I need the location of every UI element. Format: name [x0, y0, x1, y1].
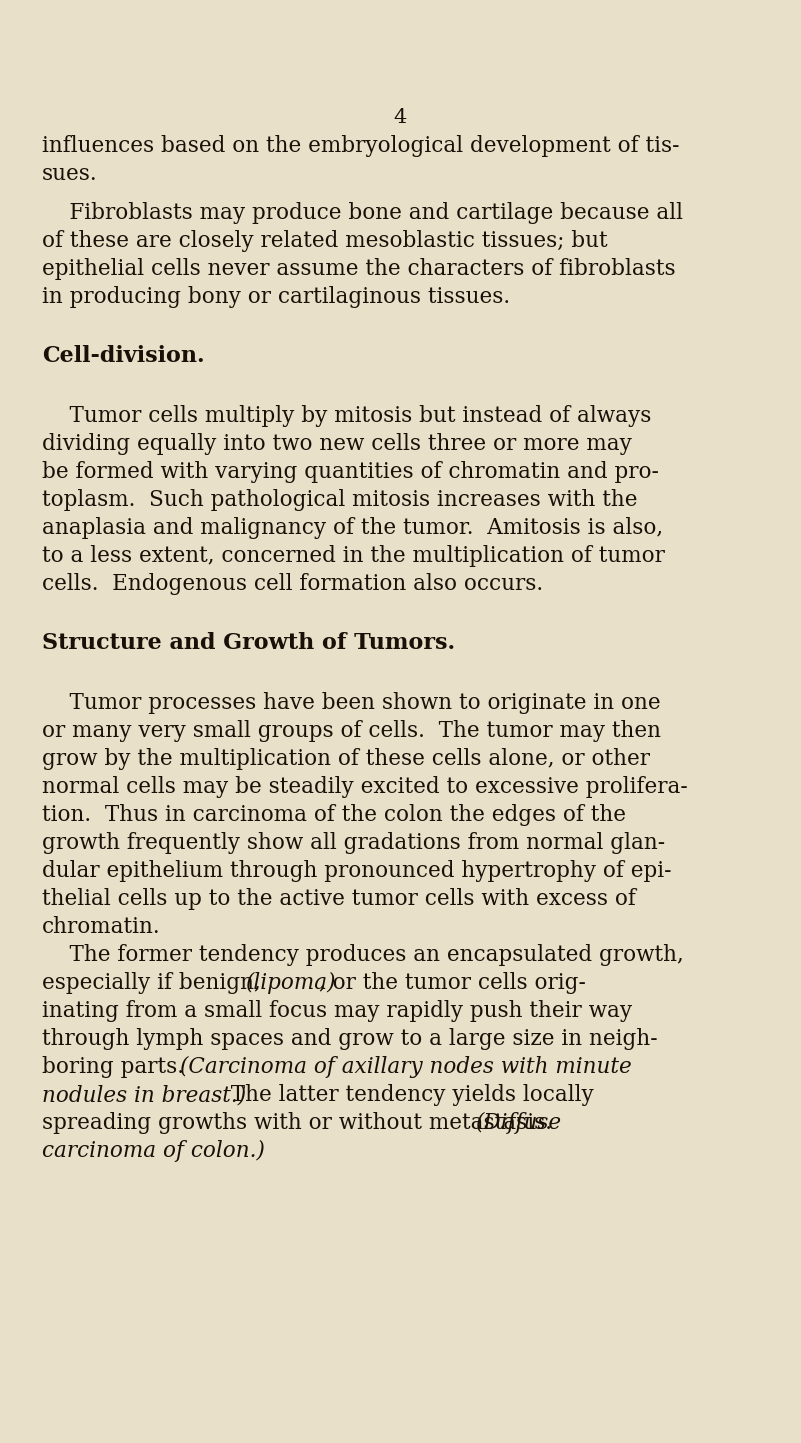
Text: (Diffuse: (Diffuse: [476, 1113, 562, 1134]
Text: spreading growths with or without metastasis.: spreading growths with or without metast…: [42, 1113, 566, 1134]
Text: growth frequently show all gradations from normal glan-: growth frequently show all gradations fr…: [42, 833, 665, 854]
Text: Structure and Growth of Tumors.: Structure and Growth of Tumors.: [42, 632, 455, 654]
Text: inating from a small focus may rapidly push their way: inating from a small focus may rapidly p…: [42, 1000, 632, 1022]
Text: through lymph spaces and grow to a large size in neigh-: through lymph spaces and grow to a large…: [42, 1029, 658, 1051]
Text: Cell-division.: Cell-division.: [42, 345, 204, 367]
Text: , or the tumor cells orig-: , or the tumor cells orig-: [319, 973, 586, 994]
Text: of these are closely related mesoblastic tissues; but: of these are closely related mesoblastic…: [42, 231, 608, 253]
Text: The latter tendency yields locally: The latter tendency yields locally: [217, 1084, 594, 1107]
Text: carcinoma of colon.): carcinoma of colon.): [42, 1140, 265, 1162]
Text: anaplasia and malignancy of the tumor.  Amitosis is also,: anaplasia and malignancy of the tumor. A…: [42, 517, 663, 540]
Text: (lipoma): (lipoma): [245, 973, 336, 994]
Text: or many very small groups of cells.  The tumor may then: or many very small groups of cells. The …: [42, 720, 661, 742]
Text: 4: 4: [393, 108, 407, 127]
Text: nodules in breast.): nodules in breast.): [42, 1084, 246, 1107]
Text: tion.  Thus in carcinoma of the colon the edges of the: tion. Thus in carcinoma of the colon the…: [42, 804, 626, 827]
Text: be formed with varying quantities of chromatin and pro-: be formed with varying quantities of chr…: [42, 462, 659, 483]
Text: Fibroblasts may produce bone and cartilage because all: Fibroblasts may produce bone and cartila…: [42, 202, 683, 224]
Text: influences based on the embryological development of tis-: influences based on the embryological de…: [42, 136, 679, 157]
Text: toplasm.  Such pathological mitosis increases with the: toplasm. Such pathological mitosis incre…: [42, 489, 638, 511]
Text: in producing bony or cartilaginous tissues.: in producing bony or cartilaginous tissu…: [42, 286, 510, 309]
Text: sues.: sues.: [42, 163, 98, 185]
Text: dular epithelium through pronounced hypertrophy of epi-: dular epithelium through pronounced hype…: [42, 860, 671, 882]
Text: thelial cells up to the active tumor cells with excess of: thelial cells up to the active tumor cel…: [42, 889, 636, 911]
Text: Tumor processes have been shown to originate in one: Tumor processes have been shown to origi…: [42, 693, 661, 714]
Text: especially if benign,: especially if benign,: [42, 973, 268, 994]
Text: (Carcinoma of axillary nodes with minute: (Carcinoma of axillary nodes with minute: [180, 1056, 632, 1078]
Text: chromatin.: chromatin.: [42, 916, 161, 938]
Text: dividing equally into two new cells three or more may: dividing equally into two new cells thre…: [42, 433, 632, 455]
Text: grow by the multiplication of these cells alone, or other: grow by the multiplication of these cell…: [42, 749, 650, 771]
Text: cells.  Endogenous cell formation also occurs.: cells. Endogenous cell formation also oc…: [42, 573, 543, 595]
Text: Tumor cells multiply by mitosis but instead of always: Tumor cells multiply by mitosis but inst…: [42, 405, 651, 427]
Text: boring parts.: boring parts.: [42, 1056, 198, 1078]
Text: to a less extent, concerned in the multiplication of tumor: to a less extent, concerned in the multi…: [42, 545, 665, 567]
Text: epithelial cells never assume the characters of fibroblasts: epithelial cells never assume the charac…: [42, 258, 675, 280]
Text: normal cells may be steadily excited to excessive prolifera-: normal cells may be steadily excited to …: [42, 776, 688, 798]
Text: The former tendency produces an encapsulated growth,: The former tendency produces an encapsul…: [42, 944, 684, 967]
